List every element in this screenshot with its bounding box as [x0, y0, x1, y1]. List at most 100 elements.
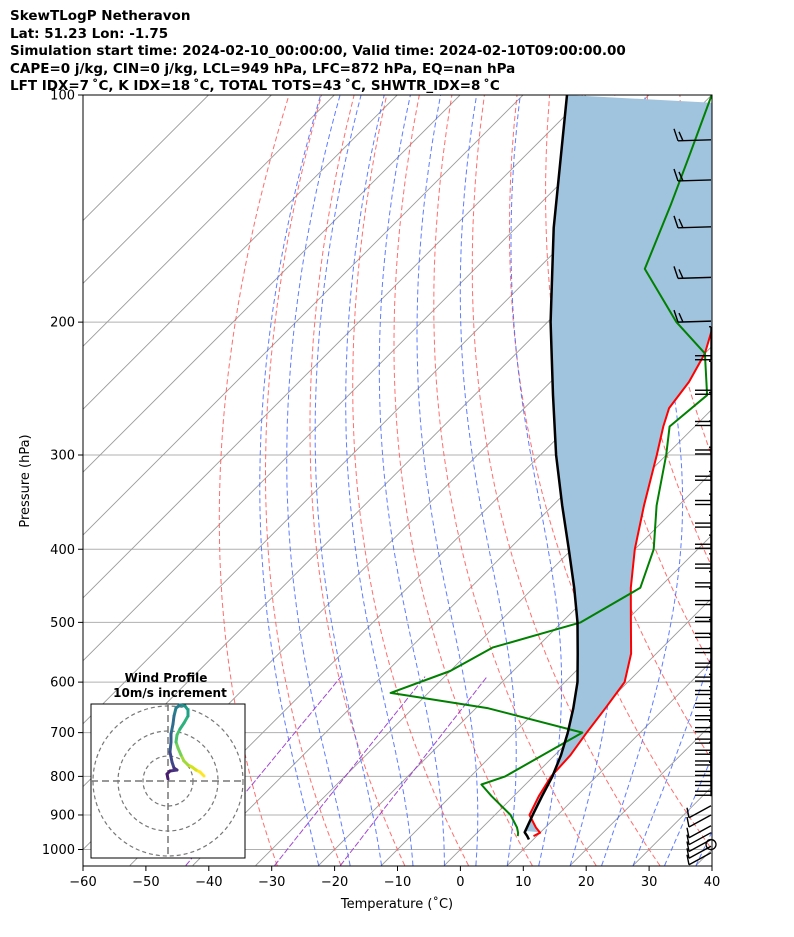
- isotherm-line: [569, 723, 712, 866]
- x-tick-label: −40: [195, 875, 222, 890]
- wind-barb: [695, 326, 712, 361]
- barb-flag: [673, 309, 679, 323]
- barb-staff: [688, 805, 712, 819]
- hodograph-title: Wind Profile: [125, 671, 208, 685]
- chart-title: SkewTLogP Netheravon: [10, 8, 191, 24]
- moist-adiabat-line: [601, 95, 684, 866]
- wind-barb: [686, 825, 712, 839]
- barb-flag: [673, 128, 679, 142]
- wind-barb: [673, 215, 712, 229]
- cape-shading: [525, 95, 712, 833]
- y-tick-label: 800: [50, 770, 75, 785]
- dry-adiabat-line: [778, 95, 794, 866]
- dry-adiabat-line: [713, 95, 794, 866]
- dry-adiabat-line: [393, 95, 533, 866]
- dry-adiabat-line: [433, 95, 597, 866]
- isotherm-line: [506, 660, 712, 866]
- hodograph-trace: [91, 703, 245, 858]
- barb-staff: [688, 852, 712, 866]
- isotherm-line: [381, 534, 712, 866]
- wind-barb: [673, 309, 712, 323]
- isotherm-line: [83, 95, 272, 285]
- dry-adiabat-line: [352, 95, 469, 866]
- barb-flag: [678, 269, 684, 279]
- x-tick-label: 20: [578, 875, 595, 890]
- time-line: Simulation start time: 2024-02-10_00:00:…: [10, 43, 626, 59]
- wind-barb: [695, 587, 712, 623]
- barb-staff: [688, 832, 712, 846]
- wind-barb: [695, 751, 712, 787]
- cape-area: [525, 95, 712, 833]
- isotherm-line: [83, 95, 461, 473]
- moist-adiabat-line: [459, 95, 517, 866]
- y-tick-label: 700: [50, 726, 75, 741]
- calm-wind-circle: [705, 838, 717, 851]
- y-tick-label: 900: [50, 808, 75, 823]
- hodograph-segment: [168, 740, 173, 754]
- barb-flag: [686, 816, 690, 828]
- barb-flag: [686, 841, 690, 852]
- wind-barb: [695, 570, 712, 606]
- x-axis-label: Temperature (˚C): [340, 896, 453, 912]
- barb-flag: [686, 854, 690, 865]
- wind-barb: [686, 814, 712, 828]
- hodograph-segment: [168, 750, 174, 764]
- wind-barb: [686, 805, 712, 819]
- wind-barb: [695, 741, 712, 777]
- y-axis-label: Pressure (hPa): [18, 434, 33, 527]
- isotherm-line: [83, 95, 335, 347]
- hodograph-inset: Wind Profile 10m/s increment: [90, 671, 246, 859]
- wind-barb: [673, 128, 712, 142]
- barb-flag: [686, 834, 690, 845]
- hodograph-subtitle: 10m/s increment: [113, 686, 227, 700]
- moist-adiabat-line: [314, 95, 382, 866]
- x-tick-label: 10: [515, 875, 532, 890]
- moist-adiabat-line: [632, 652, 712, 866]
- wind-barb: [686, 852, 712, 866]
- y-tick-label: 500: [50, 616, 75, 631]
- barb-flag: [678, 218, 684, 229]
- x-tick-label: −30: [258, 875, 285, 890]
- barb-flag: [686, 807, 690, 818]
- dewpoint-line: [389, 95, 712, 837]
- wind-barb: [695, 761, 712, 797]
- dry-adiabat-line: [265, 95, 342, 866]
- location-line: Lat: 51.23 Lon: -1.75: [10, 25, 169, 42]
- wind-barb: [695, 514, 712, 550]
- mixing-ratio-line: [274, 676, 426, 866]
- y-tick-label: 300: [50, 448, 75, 463]
- moist-adiabat-line: [259, 95, 322, 866]
- wind-barb: [686, 832, 712, 846]
- y-axis: 1000 900 800 700 600 500 400 300 200 100: [42, 89, 83, 858]
- x-tick-label: −10: [384, 875, 411, 890]
- x-tick-label: 30: [641, 875, 658, 890]
- x-tick-label: 40: [704, 875, 721, 890]
- barb-staff: [677, 276, 712, 280]
- barb-staff: [677, 179, 712, 182]
- barb-flag: [673, 215, 679, 229]
- wind-barb: [695, 673, 712, 709]
- x-tick-label: 0: [456, 875, 464, 890]
- mixing-ratio-line: [339, 676, 488, 866]
- moist-adiabat-line: [345, 95, 414, 866]
- chart-title-block: SkewTLogP Netheravon Lat: 51.23 Lon: -1.…: [10, 8, 626, 96]
- profile-lines: [389, 95, 712, 841]
- hodograph-segment: [165, 772, 170, 781]
- isotherm-line: [255, 408, 712, 866]
- barb-staff: [677, 139, 712, 142]
- dry-adiabat-line: [508, 95, 712, 851]
- wind-barb: [695, 618, 712, 654]
- dry-adiabat-line: [471, 95, 661, 866]
- dry-adiabat-line: [218, 95, 290, 866]
- wind-barb: [673, 168, 712, 182]
- isotherm-line: [83, 95, 398, 410]
- isotherm-line: [129, 282, 712, 866]
- wind-barb: [673, 266, 712, 280]
- x-tick-label: −60: [69, 875, 96, 890]
- x-axis: −60 −50 −40 −30 −20 −10 0 10 20 30 40: [69, 866, 720, 890]
- barb-staff: [688, 825, 712, 839]
- wind-barb: [695, 534, 712, 570]
- barb-flag: [673, 168, 679, 182]
- barb-flag: [678, 312, 684, 323]
